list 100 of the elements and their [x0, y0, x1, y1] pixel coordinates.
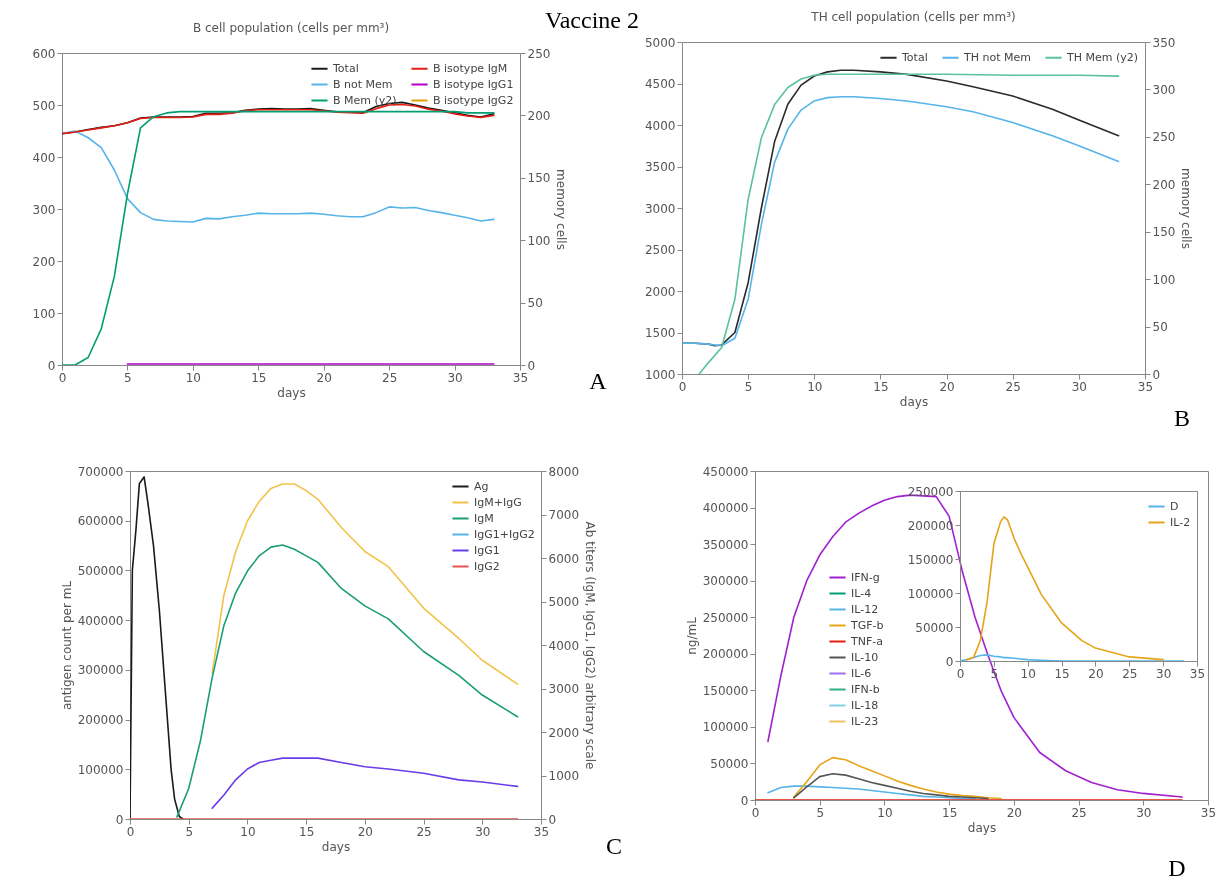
line-series: [211, 757, 519, 809]
x-tick-label: 20: [316, 370, 332, 385]
text: D: [1168, 854, 1186, 882]
y-tick-label: 500000: [77, 563, 124, 578]
chart-title: TH cell population (cells per mm³): [810, 10, 1016, 24]
x-tick-label: 15: [299, 824, 315, 839]
legend-label: IL-12: [851, 602, 879, 616]
x-tick-label: 15: [942, 805, 958, 820]
x-axis-title: days: [899, 394, 929, 409]
y-tick-label: 1000: [644, 367, 676, 382]
x-tick-label: 10: [807, 379, 823, 394]
x-tick-label: 10: [877, 805, 893, 820]
y-tick-label: 450000: [702, 464, 749, 479]
legend-label: IgM+IgG: [474, 495, 522, 509]
x-tick-label: 15: [873, 379, 889, 394]
x-tick-label: 0: [58, 370, 67, 385]
x-tick-label: 15: [1054, 666, 1070, 681]
y-tick-label: 100000: [77, 762, 124, 777]
legend-label: Total: [332, 61, 359, 75]
y-axis-title: ng/mL: [684, 616, 699, 655]
y-tick-label: 3000: [644, 201, 676, 216]
legend-label: D: [1170, 499, 1179, 513]
legend-label: IFN-b: [851, 682, 880, 696]
x-tick-label: 35: [1189, 666, 1206, 681]
y2-tick-label: 2000: [548, 725, 580, 740]
line-series: [965, 516, 1164, 661]
x-tick-label: 30: [1071, 379, 1087, 394]
y-tick-label: 200: [32, 254, 56, 269]
line-series: [793, 772, 989, 800]
y-tick-label: 4000: [644, 118, 676, 133]
y2-tick-label: 200: [1152, 177, 1176, 192]
legend-label: IgG2: [474, 559, 500, 573]
line-series: [960, 654, 1185, 661]
y-tick-label: 100000: [907, 586, 954, 601]
x-tick-label: 5: [185, 824, 194, 839]
text: C: [605, 832, 623, 860]
x-tick-label: 20: [1088, 666, 1104, 681]
legend-label: TNF-a: [850, 634, 883, 648]
y-tick-label: 4500: [644, 77, 676, 91]
x-tick-label: 0: [126, 824, 135, 839]
legend-label: B isotype IgG2: [433, 93, 514, 107]
x-tick-label: 5: [744, 379, 753, 394]
legend-label: TH not Mem: [963, 50, 1031, 64]
x-tick-label: 25: [1005, 379, 1021, 394]
x-tick-label: 35: [1137, 379, 1154, 394]
y2-tick-label: 50: [1152, 320, 1168, 335]
x-tick-label: 0: [678, 379, 687, 394]
x-axis-title: days: [321, 839, 351, 854]
y2-tick-label: 0: [527, 358, 536, 373]
x-tick-label: 0: [956, 666, 965, 681]
legend-label: IFN-g: [851, 570, 880, 584]
y-tick-label: 300000: [702, 574, 749, 589]
line-series: [176, 544, 519, 818]
x-tick-label: 20: [357, 824, 373, 839]
y-tick-label: 300000: [77, 663, 124, 678]
y2-tick-label: 150: [527, 171, 551, 186]
y2-tick-label: 100: [527, 233, 551, 248]
y-tick-label: 0: [47, 358, 56, 373]
x-tick-label: 10: [1020, 666, 1036, 681]
legend-label: B isotype IgM: [433, 61, 508, 75]
legend-label: TGF-b: [850, 618, 884, 632]
legend-label: IL-6: [851, 666, 872, 680]
legend-label: IL-10: [851, 650, 879, 664]
y-tick-label: 300: [32, 202, 56, 217]
text: B: [1173, 404, 1191, 432]
y2-tick-label: 250: [527, 46, 551, 61]
y-tick-label: 100000: [702, 720, 749, 735]
line-series: [130, 476, 184, 819]
x-tick-label: 30: [1136, 805, 1152, 820]
y2-tick-label: 300: [1152, 82, 1176, 97]
line-series: [62, 110, 495, 365]
y2-tick-label: 150: [1152, 225, 1176, 240]
y-tick-label: 400000: [702, 501, 749, 516]
y2-tick-label: 350: [1152, 35, 1176, 50]
legend-label: Total: [901, 50, 928, 64]
legend-label: B Mem (y2): [333, 93, 397, 107]
x-tick-label: 35: [533, 824, 550, 839]
y2-tick-label: 1000: [548, 769, 580, 783]
y2-axis-title: memory cells: [1179, 168, 1194, 249]
y2-tick-label: 50: [527, 296, 543, 311]
x-tick-label: 5: [816, 805, 825, 820]
line-series: [62, 130, 495, 223]
legend-label: IgM: [474, 511, 494, 525]
x-tick-label: 25: [1071, 805, 1087, 820]
text: A: [589, 367, 607, 395]
chart-title: B cell population (cells per mm³): [192, 21, 390, 35]
legend-label: IL-23: [851, 714, 879, 728]
y-tick-label: 400: [32, 150, 56, 165]
line-series: [767, 785, 976, 800]
legend-label: Ag: [474, 479, 489, 493]
x-tick-label: 20: [939, 379, 955, 394]
y2-tick-label: 8000: [548, 464, 580, 479]
y2-tick-label: 250: [1152, 130, 1176, 145]
x-tick-label: 10: [185, 370, 201, 385]
y-tick-label: 500: [32, 98, 56, 113]
x-tick-label: 25: [1122, 666, 1138, 681]
y2-tick-label: 7000: [548, 508, 580, 522]
x-tick-label: 15: [251, 370, 267, 385]
legend-label: IL-18: [851, 698, 879, 712]
y-tick-label: 0: [740, 793, 749, 808]
